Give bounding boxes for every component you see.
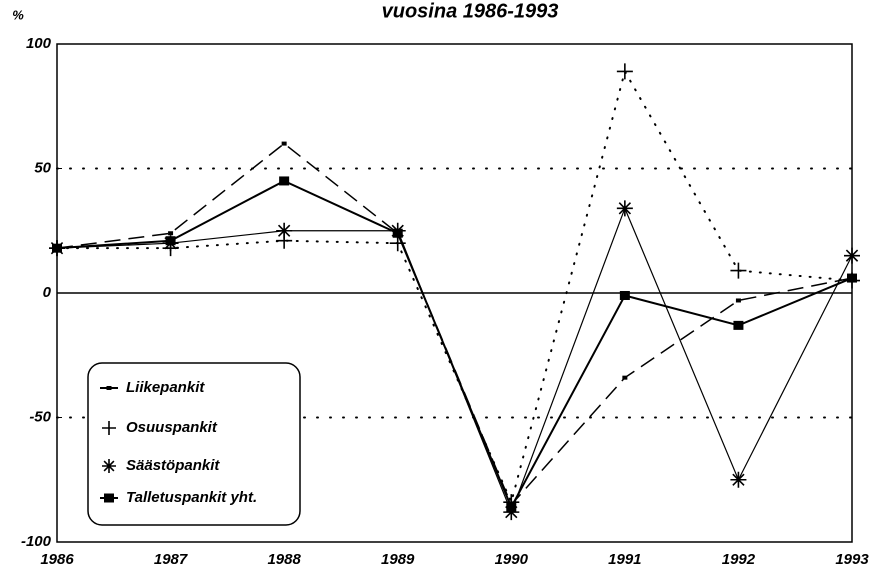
marker-square xyxy=(506,502,517,512)
x-tick-label: 1990 xyxy=(495,551,529,568)
x-tick-label: 1987 xyxy=(154,551,188,568)
marker-dot xyxy=(281,141,287,146)
marker xyxy=(165,236,176,246)
marker xyxy=(619,290,630,300)
legend-box xyxy=(87,362,301,526)
marker-square xyxy=(733,320,744,330)
marker-square xyxy=(392,228,403,238)
marker-plus xyxy=(730,262,747,279)
y-tick-label: 100 xyxy=(26,35,52,52)
marker-square xyxy=(104,493,114,503)
marker xyxy=(276,222,293,239)
x-tick-label: 1986 xyxy=(40,551,74,568)
legend-label: Liikepankit xyxy=(126,379,205,396)
marker-asterisk xyxy=(616,200,633,217)
marker-dot xyxy=(735,298,741,303)
marker-asterisk xyxy=(503,504,520,521)
y-tick-label: 50 xyxy=(34,159,51,176)
marker xyxy=(844,247,860,264)
series-line xyxy=(56,179,853,510)
marker-dot xyxy=(168,231,174,236)
x-tick-label: 1989 xyxy=(381,551,415,568)
y-tick-label: -100 xyxy=(21,533,52,550)
marker-square xyxy=(165,236,176,246)
marker xyxy=(281,141,287,146)
marker-asterisk xyxy=(730,471,747,488)
marker xyxy=(735,298,741,303)
x-tick-label: 1993 xyxy=(835,551,869,568)
legend-label: Osuuspankit xyxy=(126,419,218,436)
marker xyxy=(506,502,517,512)
marker xyxy=(730,471,747,488)
y-axis-label: % xyxy=(12,7,24,22)
chart-title: vuosina 1986-1993 xyxy=(382,0,559,22)
y-tick-label: 0 xyxy=(43,284,52,301)
marker-asterisk xyxy=(102,459,116,473)
marker-square xyxy=(847,273,857,283)
marker xyxy=(52,243,62,253)
marker-plus xyxy=(616,63,633,80)
x-tick-label: 1992 xyxy=(722,551,756,568)
x-tick-label: 1991 xyxy=(608,551,641,568)
marker-square xyxy=(52,243,62,253)
marker xyxy=(622,375,628,380)
marker xyxy=(392,228,403,238)
marker-asterisk xyxy=(844,247,860,264)
marker xyxy=(102,421,116,435)
marker-dot xyxy=(106,386,112,390)
marker xyxy=(733,320,744,330)
marker-square xyxy=(279,176,290,186)
marker xyxy=(730,262,747,279)
marker xyxy=(168,231,174,236)
marker-plus xyxy=(102,421,116,435)
legend: Liikepankit Osuuspankit Säästöpankit Tallet… xyxy=(87,362,301,526)
marker xyxy=(503,504,520,521)
y-tick-label: -50 xyxy=(29,408,51,425)
marker-square xyxy=(619,290,630,300)
marker xyxy=(847,273,857,283)
legend-label: Säästöpankit xyxy=(126,457,220,474)
marker xyxy=(279,176,290,186)
marker-dot xyxy=(622,375,628,380)
marker xyxy=(616,63,633,80)
marker xyxy=(102,459,116,473)
marker xyxy=(106,386,112,390)
marker xyxy=(616,200,633,217)
x-tick-label: 1988 xyxy=(267,551,301,568)
legend-label: Talletuspankit yht. xyxy=(126,489,257,506)
marker-asterisk xyxy=(276,222,293,239)
marker xyxy=(104,493,114,503)
series-line xyxy=(56,68,853,506)
